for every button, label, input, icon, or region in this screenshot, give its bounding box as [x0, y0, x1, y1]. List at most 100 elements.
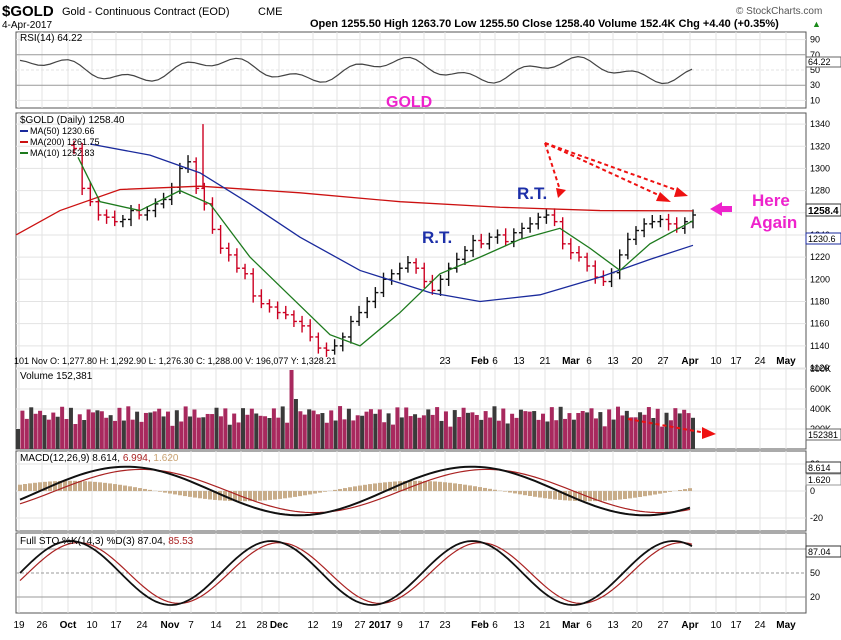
- ohlc-readout: 101 Nov O: 1,277.80 H: 1,292.90 L: 1,276…: [14, 356, 336, 366]
- volume-bar: [665, 413, 669, 449]
- macd-hist-bar: [338, 489, 342, 491]
- x-tick-label-bottom: 27: [354, 620, 366, 631]
- volume-tick-label: 600K: [810, 384, 831, 394]
- volume-bar: [179, 422, 183, 449]
- volume-bar: [82, 420, 86, 449]
- volume-bar: [42, 415, 46, 449]
- sto-badge: 87.04: [808, 547, 831, 557]
- macd-hist-bar: [468, 485, 472, 491]
- volume-bar: [691, 418, 695, 449]
- volume-bar: [457, 417, 461, 449]
- volume-bar: [228, 425, 232, 449]
- macd-label-hist: 1.620: [151, 453, 179, 464]
- price-tick-label: 1160: [810, 319, 829, 329]
- volume-bar: [210, 414, 214, 449]
- volume-bar: [550, 407, 554, 449]
- volume-bar: [320, 413, 324, 449]
- macd-hist-bar: [118, 485, 122, 491]
- macd-hist-bar: [188, 491, 192, 497]
- volume-tick-label: 400K: [810, 404, 831, 414]
- volume-bar: [285, 423, 289, 449]
- macd-hist-bar: [308, 491, 312, 494]
- volume-bar: [175, 410, 179, 449]
- x-tick-label-bottom: 27: [657, 620, 669, 631]
- macd-hist-bar: [158, 491, 162, 492]
- macd-hist-bar: [33, 483, 37, 491]
- volume-bar: [29, 407, 33, 449]
- ma50-badge: 1230.6: [808, 234, 836, 244]
- macd-hist-bar: [538, 491, 542, 498]
- volume-bar: [51, 413, 55, 449]
- here-annotation: Here: [752, 191, 790, 210]
- macd-label-signal: 6.994,: [120, 453, 151, 464]
- volume-bar: [656, 409, 660, 449]
- x-tick-label-bottom: 26: [36, 620, 48, 631]
- macd-hist-bar: [333, 490, 337, 491]
- volume-bar: [515, 418, 519, 449]
- macd-hist-bar: [108, 483, 112, 491]
- volume-bar: [294, 399, 298, 449]
- x-tick-label-bottom: Nov: [161, 620, 180, 631]
- volume-bar: [263, 416, 267, 449]
- volume-bar: [65, 419, 69, 449]
- volume-bar: [250, 409, 254, 449]
- x-tick-label-price: Feb: [471, 356, 489, 367]
- volume-bar: [642, 415, 646, 449]
- volume-bar: [431, 415, 435, 449]
- volume-bar: [157, 409, 161, 449]
- volume-bar: [223, 408, 227, 449]
- volume-bar: [113, 421, 117, 449]
- macd-hist-bar: [23, 484, 27, 491]
- legend-gold: $GOLD (Daily) 1258.40: [20, 115, 125, 126]
- volume-bar: [259, 416, 263, 449]
- macd-hist-bar: [298, 491, 302, 496]
- macd-hist-bar: [88, 481, 92, 491]
- x-tick-label-bottom: 19: [331, 620, 343, 631]
- macd-hist-bar: [553, 491, 557, 499]
- volume-bar: [237, 422, 241, 449]
- volume-bar: [325, 423, 329, 449]
- volume-bar: [334, 421, 338, 449]
- x-tick-label-price: 6: [492, 356, 498, 367]
- macd-hist-bar: [623, 491, 627, 499]
- macd-hist-bar: [663, 491, 667, 493]
- macd-hist-bar: [368, 484, 372, 491]
- quote-stats: Open 1255.50 High 1263.70 Low 1255.50 Cl…: [310, 18, 779, 30]
- volume-tick-label: 800K: [810, 364, 831, 374]
- volume-bar: [400, 417, 404, 449]
- macd-hist-bar: [253, 491, 257, 501]
- macd-badge: 8.614: [808, 463, 831, 473]
- x-tick-label-bottom: May: [776, 620, 796, 631]
- x-tick-label-price: 10: [710, 356, 722, 367]
- volume-bar: [347, 409, 351, 449]
- volume-bar: [603, 426, 607, 449]
- volume-bar: [148, 413, 152, 449]
- volume-bar: [607, 409, 611, 449]
- volume-bar: [281, 406, 285, 449]
- x-tick-label-bottom: 13: [513, 620, 525, 631]
- volume-bar: [532, 411, 536, 449]
- volume-bar: [219, 416, 223, 449]
- macd-hist-bar: [598, 491, 602, 501]
- volume-bar: [241, 408, 245, 449]
- x-tick-label-price: 21: [539, 356, 551, 367]
- volume-bar: [497, 421, 501, 449]
- volume-bar: [444, 411, 448, 449]
- price-tick-label: 1300: [810, 163, 830, 173]
- volume-bar: [307, 409, 311, 449]
- x-tick-label-bottom: 7: [188, 620, 194, 631]
- volume-bar: [329, 410, 333, 449]
- x-tick-label-bottom: 6: [492, 620, 498, 631]
- macd-hist-bar: [488, 489, 492, 491]
- macd-hist-bar: [318, 491, 322, 493]
- x-tick-label-bottom: Dec: [270, 620, 289, 631]
- macd-hist-bar: [173, 491, 177, 494]
- volume-bar: [572, 420, 576, 449]
- volume-bar: [422, 415, 426, 449]
- volume-bar: [78, 414, 82, 449]
- price-panel: [16, 113, 806, 368]
- macd-hist-bar: [408, 481, 412, 491]
- volume-bar: [594, 418, 598, 449]
- volume-bar: [201, 417, 205, 449]
- stockcharts-credit: © StockCharts.com: [736, 6, 822, 17]
